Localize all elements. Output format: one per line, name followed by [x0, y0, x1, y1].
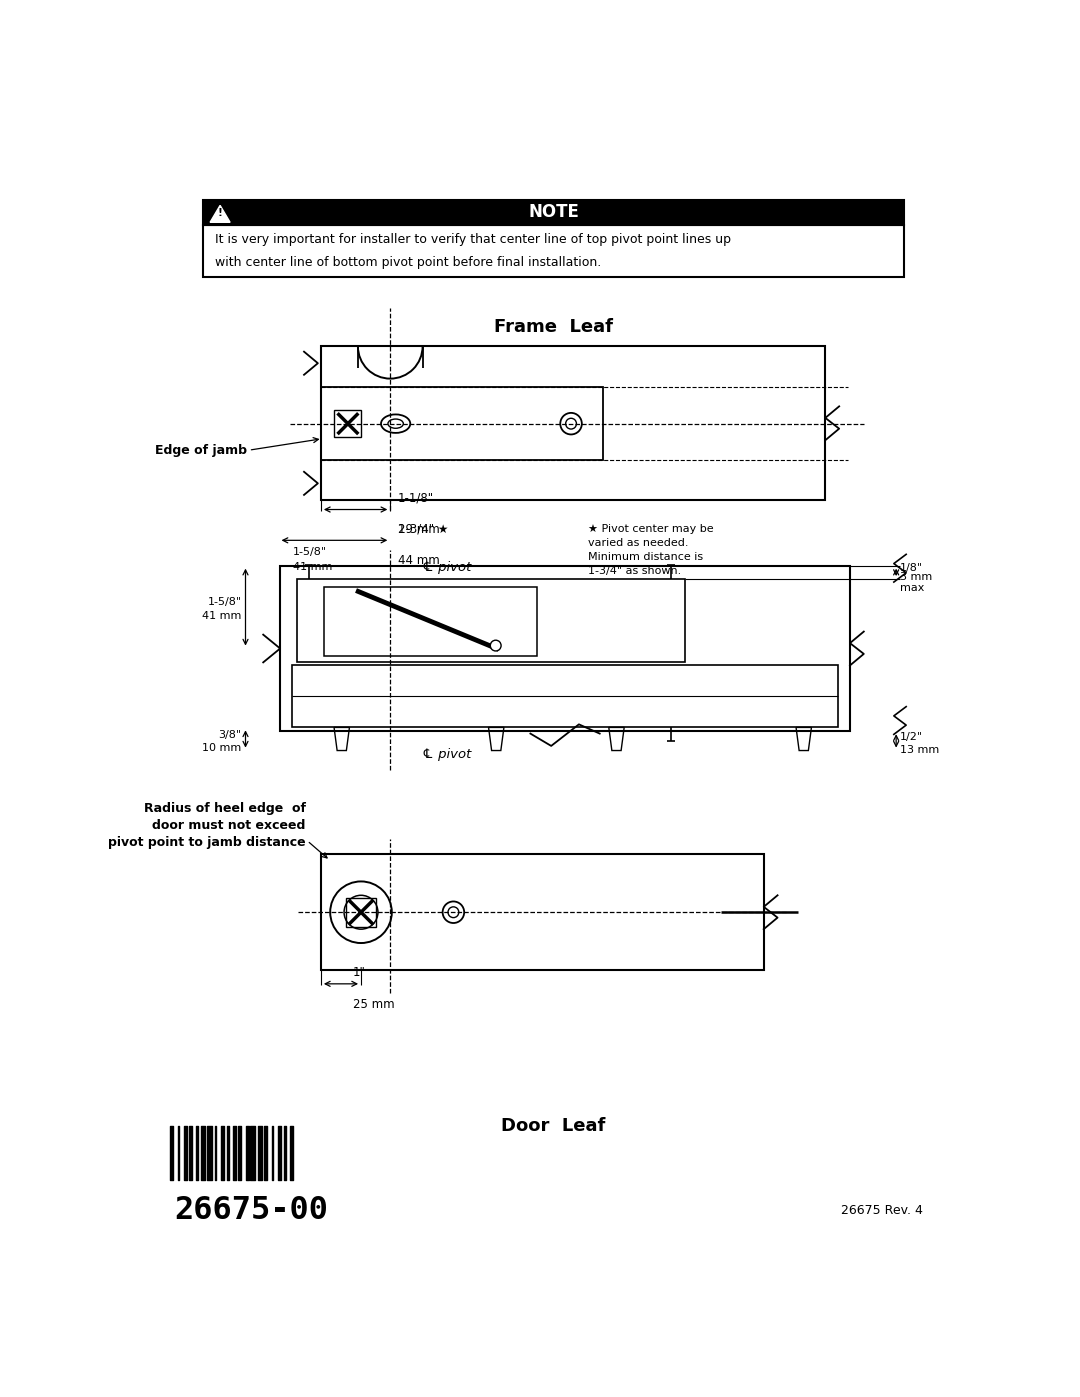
Bar	[335, 411, 362, 437]
Text: 1": 1"	[352, 967, 365, 979]
Text: 29 mm: 29 mm	[397, 524, 440, 536]
Text: 41 mm: 41 mm	[202, 612, 242, 622]
Text: max: max	[900, 583, 924, 592]
Text: 3/8": 3/8"	[218, 731, 242, 740]
Text: NOTE: NOTE	[528, 204, 579, 221]
Text: 1/8": 1/8"	[900, 563, 923, 573]
Text: 10 mm: 10 mm	[202, 743, 242, 753]
Text: 1-3/4" as shown.: 1-3/4" as shown.	[589, 566, 681, 576]
Text: with center line of bottom pivot point before final installation.: with center line of bottom pivot point b…	[215, 256, 600, 268]
Text: 25 mm: 25 mm	[352, 997, 394, 1010]
Bar	[203, 200, 904, 225]
Text: 1/2": 1/2"	[900, 732, 923, 742]
Bar	[321, 346, 825, 500]
Text: !: !	[218, 208, 222, 218]
Text: Door  Leaf: Door Leaf	[501, 1118, 606, 1136]
Text: 1-1/8": 1-1/8"	[397, 492, 434, 504]
Bar	[203, 225, 904, 277]
Bar	[324, 587, 537, 655]
Text: 44 mm: 44 mm	[397, 555, 440, 567]
Text: ℄ pivot: ℄ pivot	[422, 560, 471, 574]
Text: 3 mm: 3 mm	[900, 571, 932, 583]
Text: Edge of jamb: Edge of jamb	[156, 444, 247, 457]
Text: ★ Pivot center may be: ★ Pivot center may be	[589, 524, 714, 534]
Text: 1-3/4" ★: 1-3/4" ★	[397, 522, 448, 535]
Text: Frame  Leaf: Frame Leaf	[494, 319, 613, 337]
Bar	[297, 578, 685, 662]
Text: ℄ pivot: ℄ pivot	[422, 747, 471, 761]
Bar	[321, 387, 604, 460]
Text: door must not exceed: door must not exceed	[152, 819, 306, 831]
Bar	[292, 665, 838, 728]
Text: 26675-00: 26675-00	[175, 1196, 328, 1227]
Bar	[347, 898, 376, 926]
Bar	[280, 566, 850, 731]
Text: 1-5/8": 1-5/8"	[207, 598, 242, 608]
Text: 26675 Rev. 4: 26675 Rev. 4	[841, 1204, 923, 1218]
Circle shape	[490, 640, 501, 651]
Text: pivot point to jamb distance: pivot point to jamb distance	[108, 835, 306, 848]
Text: It is very important for installer to verify that center line of top pivot point: It is very important for installer to ve…	[215, 233, 731, 246]
Text: 1-5/8": 1-5/8"	[294, 546, 327, 557]
Text: 13 mm: 13 mm	[900, 745, 940, 756]
Text: Minimum distance is: Minimum distance is	[589, 552, 703, 562]
Bar	[321, 855, 764, 970]
Polygon shape	[211, 205, 230, 222]
Text: Radius of heel edge  of: Radius of heel edge of	[144, 802, 306, 814]
Text: 41 mm: 41 mm	[294, 562, 333, 573]
Text: varied as needed.: varied as needed.	[589, 538, 689, 548]
